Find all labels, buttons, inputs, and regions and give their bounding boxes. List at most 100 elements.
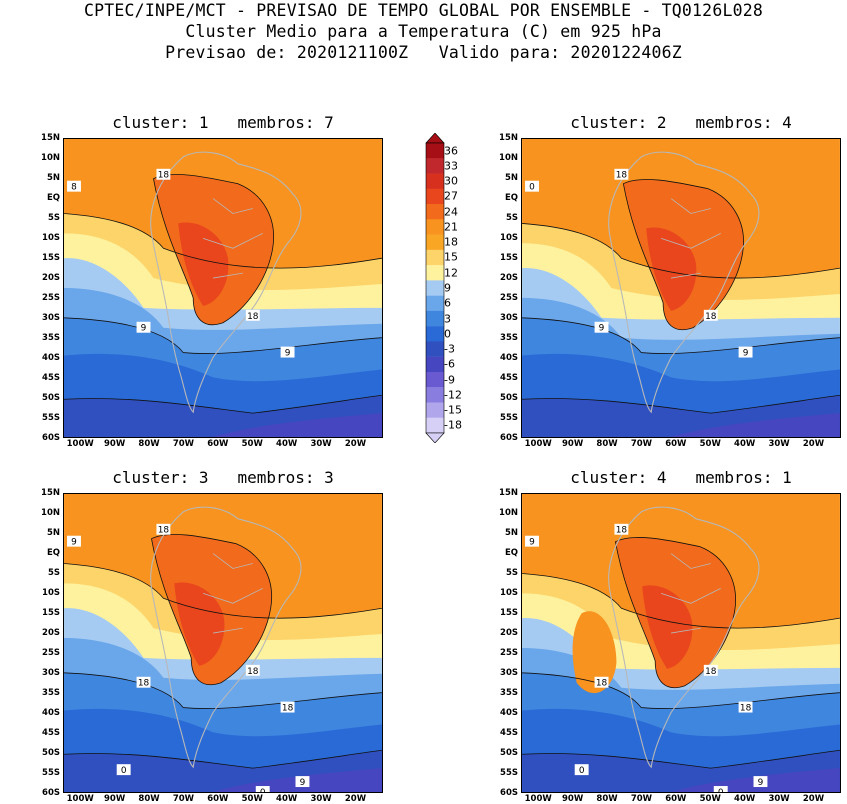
temperature-map: 18 18 9 9 8	[63, 138, 383, 438]
latitude-tick-label: 30S	[42, 668, 60, 678]
colorbar-swatch	[426, 143, 444, 159]
contour-label-text: 18	[158, 526, 170, 536]
latitude-tick-label: 35S	[500, 333, 518, 343]
contour-label: 18	[614, 523, 629, 536]
latitude-tick-label: 20S	[500, 628, 518, 638]
latitude-tick-label: 25S	[42, 293, 60, 303]
colorbar-swatch	[426, 341, 444, 357]
latitude-tick-label: 25S	[500, 648, 518, 658]
contour-label-text: 0	[579, 766, 585, 776]
latitude-tick-label: 10S	[500, 233, 518, 243]
colorbar-swatch	[426, 356, 444, 373]
latitude-tick-label: 5S	[505, 568, 518, 578]
colorbar-bottom-arrow	[425, 432, 445, 444]
latitude-tick-label: 5N	[504, 173, 518, 183]
colorbar-level-label: -6	[444, 357, 455, 371]
latitude-tick-label: 60S	[500, 788, 518, 798]
contour-label: 9	[738, 346, 753, 359]
colorbar-level-label: -9	[444, 373, 455, 387]
longitude-tick-label: 50W	[241, 439, 263, 449]
latitude-tick-label: 40S	[42, 353, 60, 363]
contour-label: 0	[255, 786, 270, 792]
figure-header: CPTEC/INPE/MCT - PREVISAO DE TEMPO GLOBA…	[0, 0, 847, 63]
contour-label-text: 9	[743, 349, 749, 359]
colorbar-level-label: -12	[444, 388, 462, 402]
latitude-tick-label: 5N	[46, 173, 60, 183]
colorbar-level-label: 15	[444, 250, 458, 264]
latitude-tick-label: 15S	[42, 608, 60, 618]
temperature-map: 18 18 18 18 9 9 0 0	[521, 493, 841, 793]
colorbar-level-label: 30	[444, 174, 458, 188]
longitude-tick-label: 20W	[344, 439, 367, 449]
latitude-tick-label: 10S	[42, 588, 60, 598]
colorbar-level-label: 9	[444, 281, 451, 295]
latitude-tick-label: 50S	[42, 748, 60, 758]
temperature-field: 18 18 18 18 9 9 0 0	[64, 494, 382, 792]
contour-label-text: 0	[718, 788, 724, 792]
latitude-tick-label: 45S	[500, 728, 518, 738]
latitude-tick-label: 10N	[499, 508, 518, 518]
contour-label: 9	[295, 776, 310, 788]
contour-label: 18	[703, 309, 718, 322]
longitude-tick-label: 40W	[734, 439, 756, 449]
longitude-tick-label: 40W	[276, 439, 298, 449]
longitude-tick-label: 80W	[138, 794, 160, 804]
contour-label-text: 18	[247, 667, 259, 677]
temperature-field: 18 18 9 9 0	[522, 139, 840, 437]
latitude-tick-label: 5S	[505, 213, 518, 223]
figure-subtitle: Cluster Medio para a Temperatura (C) em …	[185, 22, 662, 41]
colorbar-level-label: 12	[444, 266, 458, 280]
contour-label-text: 0	[529, 183, 535, 193]
latitude-tick-label: 5S	[47, 568, 60, 578]
latitude-tick-label: EQ	[504, 548, 518, 558]
contour-label: 18	[614, 168, 629, 181]
colorbar-level-label: 18	[444, 235, 458, 249]
latitude-tick-label: 20S	[42, 273, 60, 283]
longitude-tick-label: 100W	[524, 794, 552, 804]
latitude-tick-label: 10N	[41, 153, 60, 163]
latitude-tick-label: 50S	[42, 393, 60, 403]
figure-title: CPTEC/INPE/MCT - PREVISAO DE TEMPO GLOBA…	[84, 1, 763, 20]
longitude-tick-label: 30W	[310, 439, 332, 449]
latitude-tick-label: 15N	[499, 133, 518, 143]
longitude-tick-label: 70W	[172, 439, 195, 449]
contour-label: 9	[753, 776, 768, 788]
contour-label-text: 18	[616, 526, 628, 536]
contour-label: 9	[136, 321, 151, 334]
contour-label: 18	[156, 168, 171, 181]
contour-label: 9	[594, 321, 609, 334]
colorbar-level-label: 6	[444, 296, 451, 310]
longitude-tick-label: 70W	[172, 794, 195, 804]
contour-label: 9	[67, 535, 81, 548]
colorbar-top-arrow	[425, 132, 445, 144]
contour-label: 0	[116, 764, 131, 776]
contour-label-text: 18	[596, 679, 608, 689]
colorbar-level-label: -3	[444, 342, 455, 356]
colorbar-level-label: -15	[444, 403, 462, 417]
contour-label-text: 0	[260, 788, 266, 792]
latitude-tick-label: 45S	[42, 728, 60, 738]
longitude-tick-label: 30W	[310, 794, 332, 804]
longitude-tick-label: 50W	[699, 794, 721, 804]
latitude-tick-label: 10S	[42, 233, 60, 243]
colorbar-swatch	[426, 158, 444, 174]
latitude-tick-label: 10N	[41, 508, 60, 518]
latitude-tick-label: 55S	[42, 768, 60, 778]
contour-label-text: 18	[705, 667, 717, 677]
contour-label-text: 18	[282, 704, 294, 714]
longitude-tick-label: 90W	[104, 439, 126, 449]
contour-label: 18	[156, 523, 171, 536]
longitude-tick-label: 40W	[276, 794, 298, 804]
latitude-tick-label: 15N	[499, 488, 518, 498]
colorbar-swatch	[426, 188, 444, 205]
colorbar-swatch	[426, 310, 444, 327]
temperature-map: 18 18 9 9 0	[521, 138, 841, 438]
latitude-tick-label: 20S	[42, 628, 60, 638]
contour-label-text: 9	[599, 324, 605, 334]
latitude-tick-label: 50S	[500, 393, 518, 403]
colorbar-swatch	[426, 249, 444, 266]
colorbar-swatch	[426, 295, 444, 312]
contour-label: 18	[245, 309, 260, 322]
colorbar-level-label: 3	[444, 312, 451, 326]
colorbar-level-label: 33	[444, 159, 458, 173]
